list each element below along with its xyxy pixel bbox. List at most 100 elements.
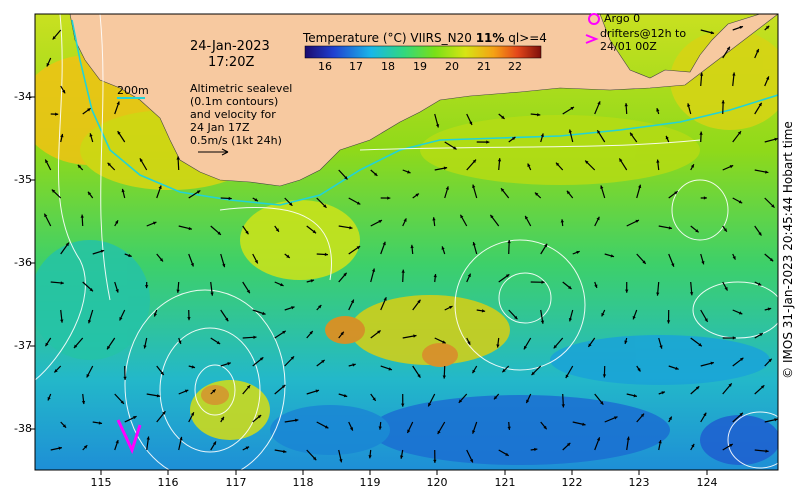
- colorbar-title-suffix: ql>=4: [504, 31, 547, 45]
- velocity-arrow-head: [115, 440, 119, 444]
- velocity-arrow-head: [666, 320, 671, 324]
- velocity-arrow-head: [642, 260, 646, 264]
- velocity-arrow-head: [377, 330, 381, 334]
- velocity-arrow-head: [771, 204, 775, 208]
- velocity-arrow-head: [505, 274, 510, 278]
- velocity-arrow-head: [437, 430, 441, 435]
- lon-tick: 123: [628, 476, 650, 489]
- velocity-arrow-head: [83, 445, 88, 449]
- velocity-arrow-head: [472, 159, 477, 163]
- map-frame: [34, 13, 779, 471]
- velocity-arrow-head: [281, 384, 286, 389]
- velocity-arrow-head: [760, 385, 765, 389]
- velocity-arrow-head: [407, 170, 411, 174]
- velocity-arrow-head: [403, 218, 407, 222]
- velocity-arrow-head: [312, 456, 317, 461]
- velocity-arrow-head: [467, 273, 471, 278]
- velocity-arrow-head: [356, 246, 361, 250]
- velocity-arrow-head: [156, 394, 161, 398]
- velocity-arrow-head: [460, 214, 464, 219]
- velocity-arrow-head: [691, 443, 695, 448]
- velocity-arrow-head: [115, 220, 119, 224]
- velocity-arrow-head: [115, 289, 119, 293]
- velocity-arrow-head: [453, 146, 457, 150]
- velocity-arrow-head: [225, 317, 229, 322]
- velocity-arrow-head: [432, 217, 436, 221]
- velocity-arrow-head: [739, 357, 744, 362]
- velocity-arrow-head: [698, 343, 702, 347]
- lon-tick: 116: [157, 476, 179, 489]
- velocity-arrow-head: [254, 198, 258, 202]
- velocity-arrow-head: [544, 243, 548, 248]
- velocity-arrow-head: [726, 46, 730, 51]
- velocity-arrow-head: [767, 307, 772, 311]
- velocity-arrow-head: [758, 232, 762, 236]
- velocity-arrow-head: [55, 112, 59, 116]
- lat-tick: -34: [14, 90, 32, 103]
- velocity-arrow-head: [275, 228, 279, 232]
- velocity-arrow-head: [472, 184, 476, 188]
- velocity-arrow-head: [162, 411, 166, 415]
- velocity-arrow-head: [417, 374, 421, 378]
- colorbar-tick: 19: [413, 60, 427, 73]
- velocity-arrow-head: [400, 455, 404, 459]
- velocity-arrow-head: [561, 404, 565, 408]
- velocity-arrow-head: [625, 289, 629, 293]
- velocity-arrow-head: [340, 331, 344, 336]
- velocity-arrow-head: [458, 399, 463, 403]
- drifter-label-line1: drifters@12h to: [600, 27, 687, 40]
- velocity-arrow-head: [120, 400, 124, 404]
- velocity-arrow-head: [594, 284, 598, 288]
- velocity-arrow-head: [433, 459, 437, 463]
- colorbar-tick: 16: [318, 60, 332, 73]
- drifter-icon: [585, 34, 599, 44]
- velocity-arrow-head: [774, 137, 778, 141]
- velocity-arrow-head: [656, 108, 660, 112]
- velocity-arrow-head: [283, 449, 287, 454]
- colorbar-title: Temperature (°C) VIIRS_N20 11% ql>=4: [303, 31, 547, 45]
- lat-tick: -36: [14, 256, 32, 269]
- velocity-arrow-head: [378, 220, 382, 224]
- velocity-arrow-head: [87, 319, 92, 324]
- velocity-arrow-head: [729, 165, 734, 169]
- velocity-arrow-head: [139, 158, 143, 162]
- velocity-arrow-head: [184, 389, 189, 393]
- velocity-arrow-head: [435, 124, 440, 128]
- velocity-arrow-head: [318, 305, 322, 309]
- velocity-arrow-head: [687, 103, 691, 107]
- argo-label: Argo 0: [604, 12, 641, 25]
- velocity-arrow-head: [89, 287, 93, 292]
- velocity-arrow-head: [62, 89, 66, 94]
- velocity-arrow-head: [555, 162, 560, 167]
- velocity-arrow-head: [116, 101, 120, 105]
- velocity-arrow-head: [758, 102, 762, 107]
- velocity-arrow-head: [472, 369, 476, 374]
- velocity-arrow-head: [690, 164, 694, 168]
- velocity-arrow-head: [737, 131, 741, 135]
- velocity-arrow-head: [624, 340, 628, 344]
- velocity-arrow-head: [738, 200, 743, 204]
- velocity-arrow-head: [637, 368, 641, 372]
- velocity-arrow-head: [433, 274, 437, 278]
- velocity-arrow-head: [732, 72, 736, 76]
- velocity-arrow-head: [259, 357, 264, 361]
- velocity-arrow-head: [505, 452, 509, 456]
- velocity-arrow-head: [560, 219, 564, 223]
- velocity-arrow-head: [507, 240, 511, 244]
- velocity-arrow-head: [493, 395, 498, 400]
- velocity-arrow-head: [245, 230, 249, 235]
- velocity-arrow-head: [656, 159, 660, 163]
- velocity-arrow-head: [501, 188, 505, 192]
- sst-patches: [35, 30, 778, 465]
- velocity-arrow-head: [701, 260, 705, 265]
- velocity-arrow-head: [98, 421, 103, 425]
- velocity-arrow-head: [534, 192, 539, 196]
- velocity-arrow-head: [349, 226, 353, 230]
- velocity-arrow-head: [689, 292, 694, 296]
- velocity-arrow-head: [388, 367, 392, 371]
- colorbar-title-text: Temperature (°C) VIIRS_N20: [303, 31, 476, 45]
- velocity-arrow-head: [523, 345, 527, 350]
- velocity-arrow-head: [704, 318, 708, 322]
- velocity-arrow-head: [496, 344, 500, 348]
- velocity-arrow-head: [121, 188, 125, 193]
